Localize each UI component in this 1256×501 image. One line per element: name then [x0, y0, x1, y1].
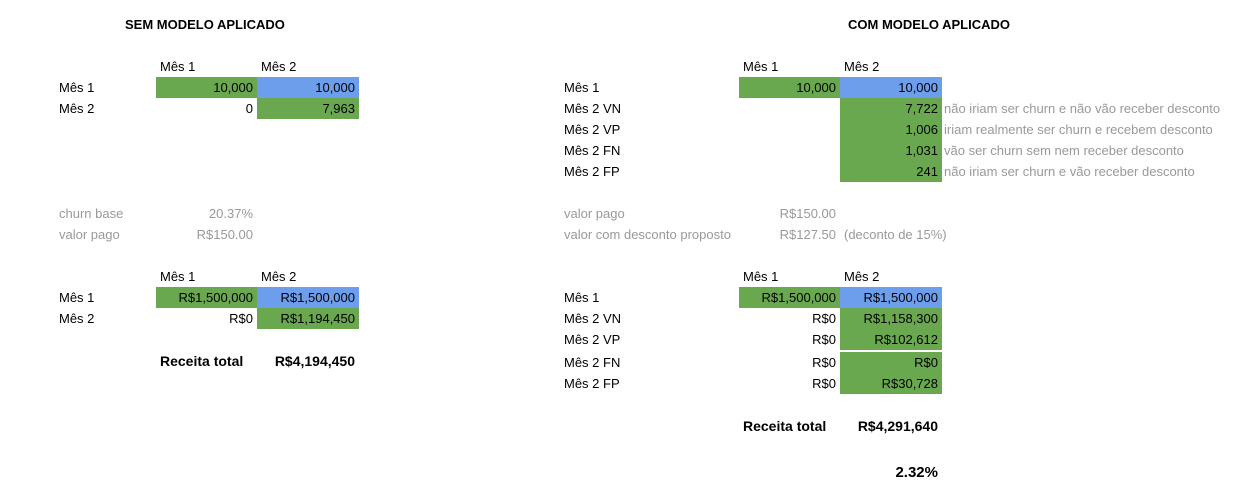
right-t1-cell[interactable]: 241 [840, 161, 942, 182]
right-t2-header-mes2: Mês 2 [844, 269, 880, 284]
right-t2-cell[interactable]: R$0 [812, 332, 836, 347]
left-param-value[interactable]: R$150.00 [196, 227, 253, 242]
left-param-label: churn base [59, 206, 124, 221]
left-t2-cell[interactable]: R$1,500,000 [156, 287, 257, 308]
right-t1-cell[interactable]: 10,000 [739, 77, 840, 98]
right-t1-cell[interactable]: 1,006 [840, 119, 942, 140]
right-t2-row-label: Mês 1 [564, 290, 600, 305]
right-t2-cell[interactable]: R$0 [812, 376, 836, 391]
right-t1-row-note: vão ser churn sem nem receber desconto [944, 143, 1184, 158]
right-t1-row-note: iriam realmente ser churn e recebem desc… [944, 122, 1213, 137]
right-total-label: Receita total [743, 418, 827, 434]
left-t1-cell[interactable]: 10,000 [156, 77, 257, 98]
right-t1-row-label: Mês 2 FN [564, 143, 621, 158]
right-t1-row-label: Mês 1 [564, 80, 600, 95]
left-t2-row-label: Mês 1 [59, 290, 95, 305]
right-t1-header-mes2: Mês 2 [844, 59, 880, 74]
left-t1-header-mes2: Mês 2 [261, 59, 297, 74]
left-t1-header-mes1: Mês 1 [160, 59, 196, 74]
left-t1-cell[interactable]: 0 [245, 101, 253, 116]
right-t2-row-label: Mês 2 FN [564, 355, 621, 370]
right-t2-cell[interactable]: R$0 [812, 355, 836, 370]
left-t1-row-label: Mês 1 [59, 80, 95, 95]
uplift-percentage[interactable]: 2.32% [895, 464, 938, 481]
right-t2-cell[interactable]: R$102,612 [840, 329, 942, 350]
right-t2-cell[interactable]: R$1,158,300 [840, 308, 942, 329]
left-t2-header-mes2: Mês 2 [261, 269, 297, 284]
right-t1-row-note: não iriam ser churn e não vão receber de… [944, 101, 1221, 116]
right-title: COM MODELO APLICADO [848, 17, 1011, 32]
left-t2-header-mes1: Mês 1 [160, 269, 196, 284]
right-param-label: valor com desconto proposto [564, 227, 731, 242]
right-t1-row-note: não iriam ser churn e vão receber descon… [944, 164, 1195, 179]
right-t1-row-label: Mês 2 FP [564, 164, 620, 179]
right-t2-cell[interactable]: R$0 [840, 352, 942, 373]
left-param-label: valor pago [59, 227, 120, 242]
right-t1-cell[interactable]: 1,031 [840, 140, 942, 161]
right-t1-header-mes1: Mês 1 [743, 59, 779, 74]
left-t2-cell[interactable]: R$0 [229, 311, 253, 326]
right-t2-row-label: Mês 2 VP [564, 332, 621, 347]
left-total-value[interactable]: R$4,194,450 [274, 353, 355, 369]
left-t2-cell[interactable]: R$1,194,450 [257, 308, 359, 329]
right-param-value[interactable]: R$150.00 [779, 206, 836, 221]
left-t1-cell[interactable]: 10,000 [257, 77, 359, 98]
right-t2-cell[interactable]: R$30,728 [840, 373, 942, 394]
right-param-label: valor pago [564, 206, 625, 221]
right-param-value[interactable]: R$127.50 [779, 227, 836, 242]
right-total-value[interactable]: R$4,291,640 [857, 418, 938, 434]
right-t2-cell[interactable]: R$1,500,000 [739, 287, 840, 308]
right-t1-cell[interactable]: 7,722 [840, 98, 942, 119]
right-t1-cell[interactable]: 10,000 [840, 77, 942, 98]
left-param-value[interactable]: 20.37% [208, 206, 253, 221]
right-t2-row-label: Mês 2 VN [564, 311, 622, 326]
right-t1-row-label: Mês 2 VP [564, 122, 621, 137]
left-t1-row-label: Mês 2 [59, 101, 95, 116]
right-t2-cell[interactable]: R$0 [812, 311, 836, 326]
left-t2-row-label: Mês 2 [59, 311, 95, 326]
left-title: SEM MODELO APLICADO [125, 17, 285, 32]
left-t1-cell[interactable]: 7,963 [257, 98, 359, 119]
right-t2-header-mes1: Mês 1 [743, 269, 779, 284]
right-param-note: (deconto de 15%) [844, 227, 947, 242]
left-total-label: Receita total [160, 353, 244, 369]
right-t2-row-label: Mês 2 FP [564, 376, 620, 391]
left-t2-cell[interactable]: R$1,500,000 [257, 287, 359, 308]
right-t2-cell[interactable]: R$1,500,000 [840, 287, 942, 308]
right-t1-row-label: Mês 2 VN [564, 101, 622, 116]
